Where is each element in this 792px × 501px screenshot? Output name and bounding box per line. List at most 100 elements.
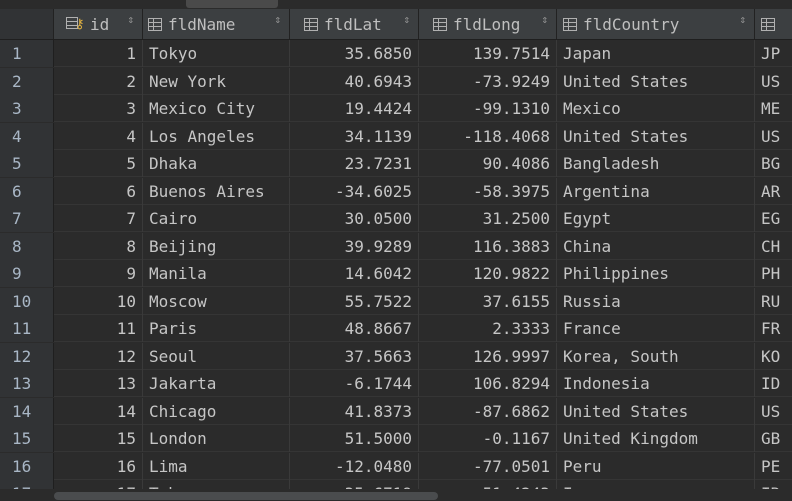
cell-fldcountry[interactable]: United States bbox=[557, 122, 755, 150]
cell-fldlat[interactable]: 39.9289 bbox=[290, 232, 419, 260]
table-row[interactable]: 17 17 Tehran 35.6719 51.4243 Iran IR bbox=[0, 480, 792, 489]
column-header-fldlat[interactable]: fldLat ⇕ bbox=[290, 9, 419, 39]
cell-fldcountry[interactable]: Indonesia bbox=[557, 370, 755, 397]
cell-code[interactable]: KO bbox=[761, 346, 781, 366]
cell-code[interactable]: RU bbox=[761, 291, 781, 311]
cell-fldlong[interactable]: 37.6155 bbox=[419, 287, 557, 315]
cell-fldname[interactable]: Jakarta bbox=[143, 370, 290, 397]
cell-id[interactable]: 4 bbox=[54, 122, 143, 150]
cell-fldlat[interactable]: 35.6850 bbox=[290, 40, 419, 67]
sort-icon[interactable]: ⇕ bbox=[541, 13, 548, 26]
cell-fldcountry[interactable]: Peru bbox=[557, 452, 755, 480]
table-row[interactable]: 1 1 Tokyo 35.6850 139.7514 Japan JP bbox=[0, 40, 792, 67]
cell-code[interactable]: PH bbox=[761, 264, 781, 283]
table-row[interactable]: 14 14 Chicago 41.8373 -87.6862 United St… bbox=[0, 397, 792, 425]
sort-icon[interactable]: ⇕ bbox=[403, 13, 410, 26]
row-number[interactable]: 12 bbox=[0, 342, 54, 370]
cell-fldlong[interactable]: -99.1310 bbox=[419, 95, 557, 122]
cell-fldname[interactable]: Cairo bbox=[143, 205, 290, 232]
cell-fldlong[interactable]: 106.8294 bbox=[419, 370, 557, 397]
table-row[interactable]: 2 2 New York 40.6943 -73.9249 United Sta… bbox=[0, 67, 792, 95]
cell-fldcountry[interactable]: United States bbox=[557, 397, 755, 425]
row-number[interactable]: 10 bbox=[0, 287, 54, 315]
cell-fldname[interactable]: Lima bbox=[143, 452, 290, 480]
cell-fldlat[interactable]: 19.4424 bbox=[290, 95, 419, 122]
column-header-code[interactable] bbox=[755, 9, 792, 39]
cell-code[interactable]: ME bbox=[761, 99, 781, 118]
cell-id[interactable]: 2 bbox=[54, 67, 143, 95]
cell-code[interactable]: ID bbox=[761, 374, 781, 393]
cell-code[interactable]: JP bbox=[761, 44, 781, 63]
cell-fldname[interactable]: New York bbox=[143, 67, 290, 95]
row-number[interactable]: 14 bbox=[0, 397, 54, 425]
cell-id[interactable]: 17 bbox=[54, 480, 143, 489]
cell-id[interactable]: 16 bbox=[54, 452, 143, 480]
column-header-fldcountry[interactable]: fldCountry ⇕ bbox=[557, 9, 755, 39]
cell-code[interactable]: US bbox=[761, 126, 781, 146]
cell-fldname[interactable]: Mexico City bbox=[143, 95, 290, 122]
row-number[interactable]: 15 bbox=[0, 425, 54, 452]
cell-fldlong[interactable]: -77.0501 bbox=[419, 452, 557, 480]
cell-fldlong[interactable]: -58.3975 bbox=[419, 177, 557, 205]
row-number[interactable]: 1 bbox=[0, 40, 54, 67]
cell-fldname[interactable]: Moscow bbox=[143, 287, 290, 315]
cell-fldname[interactable]: Buenos Aires bbox=[143, 177, 290, 205]
cell-code[interactable]: GB bbox=[761, 429, 781, 448]
cell-fldname[interactable]: Paris bbox=[143, 315, 290, 342]
cell-fldcountry[interactable]: United Kingdom bbox=[557, 425, 755, 452]
cell-fldcountry[interactable]: Russia bbox=[557, 287, 755, 315]
cell-fldname[interactable]: Los Angeles bbox=[143, 122, 290, 150]
cell-code[interactable]: PE bbox=[761, 456, 781, 476]
row-number-header[interactable] bbox=[0, 9, 54, 39]
cell-fldlong[interactable]: 139.7514 bbox=[419, 40, 557, 67]
cell-code[interactable]: IR bbox=[755, 480, 792, 489]
cell-id[interactable]: 14 bbox=[54, 397, 143, 425]
cell-fldlat[interactable]: 40.6943 bbox=[290, 67, 419, 95]
row-number[interactable]: 7 bbox=[0, 205, 54, 232]
cell-fldlong[interactable]: 31.2500 bbox=[419, 205, 557, 232]
cell-fldlat[interactable]: 41.8373 bbox=[290, 397, 419, 425]
row-number[interactable]: 8 bbox=[0, 232, 54, 260]
sort-icon[interactable]: ⇕ bbox=[127, 13, 134, 26]
cell-fldlong[interactable]: 126.9997 bbox=[419, 342, 557, 370]
cell-id[interactable]: 1 bbox=[54, 40, 143, 67]
cell-id[interactable]: 8 bbox=[54, 232, 143, 260]
table-row[interactable]: 8 8 Beijing 39.9289 116.3883 China CH bbox=[0, 232, 792, 260]
cell-fldlat[interactable]: -34.6025 bbox=[290, 177, 419, 205]
cell-fldcountry[interactable]: Japan bbox=[557, 40, 755, 67]
table-row[interactable]: 16 16 Lima -12.0480 -77.0501 Peru PE bbox=[0, 452, 792, 480]
row-number[interactable]: 13 bbox=[0, 370, 54, 397]
cell-fldlat[interactable]: -6.1744 bbox=[290, 370, 419, 397]
cell-fldcountry[interactable]: Bangladesh bbox=[557, 150, 755, 177]
cell-fldlong[interactable]: 51.4243 bbox=[419, 480, 557, 489]
cell-fldcountry[interactable]: Korea, South bbox=[557, 342, 755, 370]
table-row[interactable]: 9 9 Manila 14.6042 120.9822 Philippines … bbox=[0, 260, 792, 287]
cell-fldlong[interactable]: 116.3883 bbox=[419, 232, 557, 260]
row-number[interactable]: 4 bbox=[0, 122, 54, 150]
cell-id[interactable]: 7 bbox=[54, 205, 143, 232]
cell-id[interactable]: 13 bbox=[54, 370, 143, 397]
cell-id[interactable]: 10 bbox=[54, 287, 143, 315]
sort-icon[interactable]: ⇕ bbox=[274, 13, 281, 26]
cell-fldcountry[interactable]: Philippines bbox=[557, 260, 755, 287]
cell-fldcountry[interactable]: France bbox=[557, 315, 755, 342]
cell-fldlat[interactable]: 30.0500 bbox=[290, 205, 419, 232]
table-row[interactable]: 11 11 Paris 48.8667 2.3333 France FR bbox=[0, 315, 792, 342]
cell-fldcountry[interactable]: Mexico bbox=[557, 95, 755, 122]
row-number[interactable]: 5 bbox=[0, 150, 54, 177]
table-row[interactable]: 3 3 Mexico City 19.4424 -99.1310 Mexico … bbox=[0, 95, 792, 122]
top-scrollbar-thumb[interactable] bbox=[186, 0, 278, 8]
cell-code[interactable]: EG bbox=[761, 209, 781, 228]
cell-fldlat[interactable]: 37.5663 bbox=[290, 342, 419, 370]
cell-fldlat[interactable]: 34.1139 bbox=[290, 122, 419, 150]
cell-code[interactable]: FR bbox=[761, 319, 781, 338]
row-number[interactable]: 2 bbox=[0, 67, 54, 95]
cell-id[interactable]: 5 bbox=[54, 150, 143, 177]
table-row[interactable]: 7 7 Cairo 30.0500 31.2500 Egypt EG bbox=[0, 205, 792, 232]
cell-fldname[interactable]: Dhaka bbox=[143, 150, 290, 177]
sort-icon[interactable]: ⇕ bbox=[739, 13, 746, 26]
cell-fldlong[interactable]: -87.6862 bbox=[419, 397, 557, 425]
cell-fldlong[interactable]: 120.9822 bbox=[419, 260, 557, 287]
cell-fldlong[interactable]: 90.4086 bbox=[419, 150, 557, 177]
cell-fldname[interactable]: Manila bbox=[143, 260, 290, 287]
